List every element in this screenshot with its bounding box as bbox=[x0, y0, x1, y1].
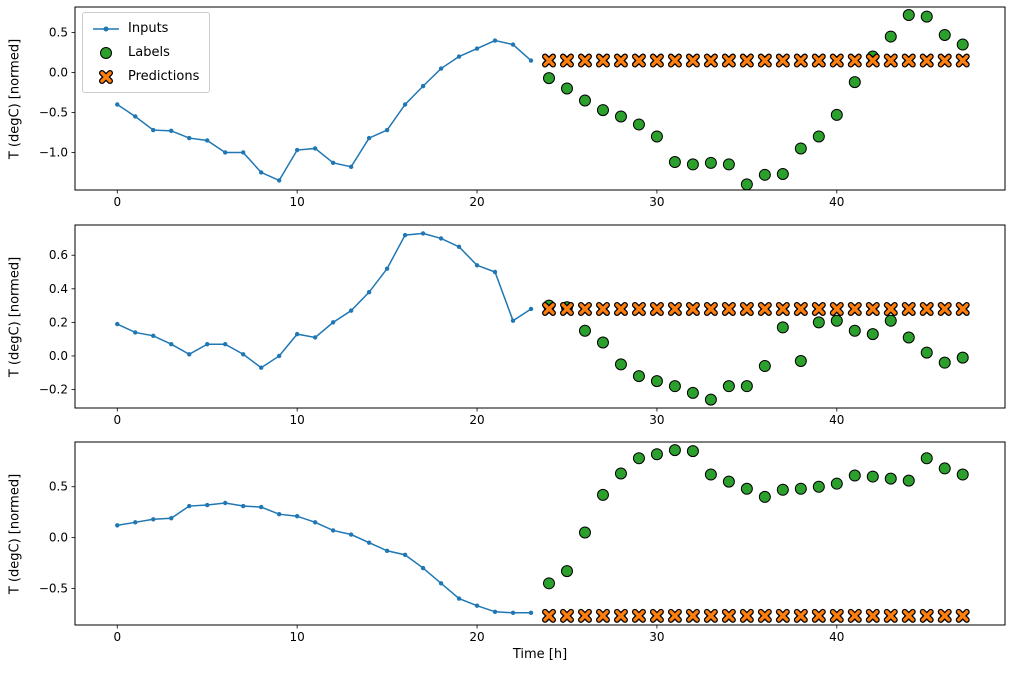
y-tick-label: −0.5 bbox=[39, 581, 68, 595]
subplot-1: 0 10 20 30 40 0.6 0.4 0.2 0.0 −0.2 bbox=[39, 224, 1006, 427]
series-labels bbox=[542, 444, 969, 590]
x-tick-label: 10 bbox=[290, 630, 305, 644]
series-predictions bbox=[541, 301, 970, 316]
series-inputs bbox=[115, 38, 534, 183]
legend-label-labels: Labels bbox=[128, 45, 170, 60]
inputs-line-marker-icon bbox=[93, 26, 119, 31]
y-tick-label: 0.0 bbox=[49, 66, 68, 80]
y-axis-label-bottom: T (degC) [normed] bbox=[7, 473, 23, 594]
y-tick-label: −0.2 bbox=[39, 383, 68, 397]
subplot-0: 0 10 20 30 40 0.5 0.0 −0.5 −1.0 bbox=[39, 6, 1006, 209]
subplot-2: 0 10 20 30 40 0.5 0.0 −0.5 bbox=[39, 441, 1006, 644]
x-tick-label: 40 bbox=[829, 413, 844, 427]
legend-label-inputs: Inputs bbox=[128, 21, 169, 36]
series-predictions bbox=[541, 608, 970, 623]
y-tick-label: 0.5 bbox=[49, 26, 68, 40]
x-tick-label: 40 bbox=[829, 630, 844, 644]
x-tick-label: 0 bbox=[113, 413, 121, 427]
x-tick-label: 30 bbox=[649, 413, 664, 427]
y-tick-label: 0.0 bbox=[49, 531, 68, 545]
series-predictions bbox=[541, 53, 970, 68]
y-tick-label: 0.5 bbox=[49, 480, 68, 494]
y-tick-label: 0.6 bbox=[49, 248, 68, 262]
series-inputs bbox=[115, 500, 534, 615]
x-tick-label: 30 bbox=[649, 195, 664, 209]
y-axis-label-middle: T (degC) [normed] bbox=[7, 256, 23, 377]
y-tick-label: 0.2 bbox=[49, 315, 68, 329]
axes-frame bbox=[74, 224, 1006, 409]
x-axis-label: Time [h] bbox=[512, 647, 568, 662]
legend-entry-inputs: Inputs bbox=[91, 18, 199, 39]
y-tick-label: 0.0 bbox=[49, 349, 68, 363]
y-tick-label: −0.5 bbox=[39, 105, 68, 119]
x-tick-label: 20 bbox=[469, 630, 484, 644]
x-tick-label: 10 bbox=[290, 195, 305, 209]
x-tick-label: 10 bbox=[290, 413, 305, 427]
x-tick-label: 20 bbox=[469, 195, 484, 209]
predictions-x-marker-icon bbox=[99, 69, 113, 84]
legend: Inputs Labels Predictions bbox=[82, 12, 211, 93]
x-tick-label: 30 bbox=[649, 630, 664, 644]
x-tick-label: 40 bbox=[829, 195, 844, 209]
legend-entry-predictions: Predictions bbox=[91, 66, 199, 87]
axes-frame bbox=[74, 441, 1006, 626]
y-tick-label: 0.4 bbox=[49, 282, 68, 296]
labels-circle-marker-icon bbox=[100, 46, 112, 59]
x-tick-label: 20 bbox=[469, 413, 484, 427]
series-inputs bbox=[115, 231, 534, 370]
x-tick-label: 0 bbox=[113, 630, 121, 644]
legend-label-predictions: Predictions bbox=[128, 69, 200, 84]
legend-entry-labels: Labels bbox=[91, 42, 199, 63]
x-tick-label: 0 bbox=[113, 195, 121, 209]
y-tick-label: −1.0 bbox=[39, 145, 68, 159]
y-axis-label-top: T (degC) [normed] bbox=[7, 38, 23, 159]
axes-frame bbox=[74, 6, 1006, 191]
